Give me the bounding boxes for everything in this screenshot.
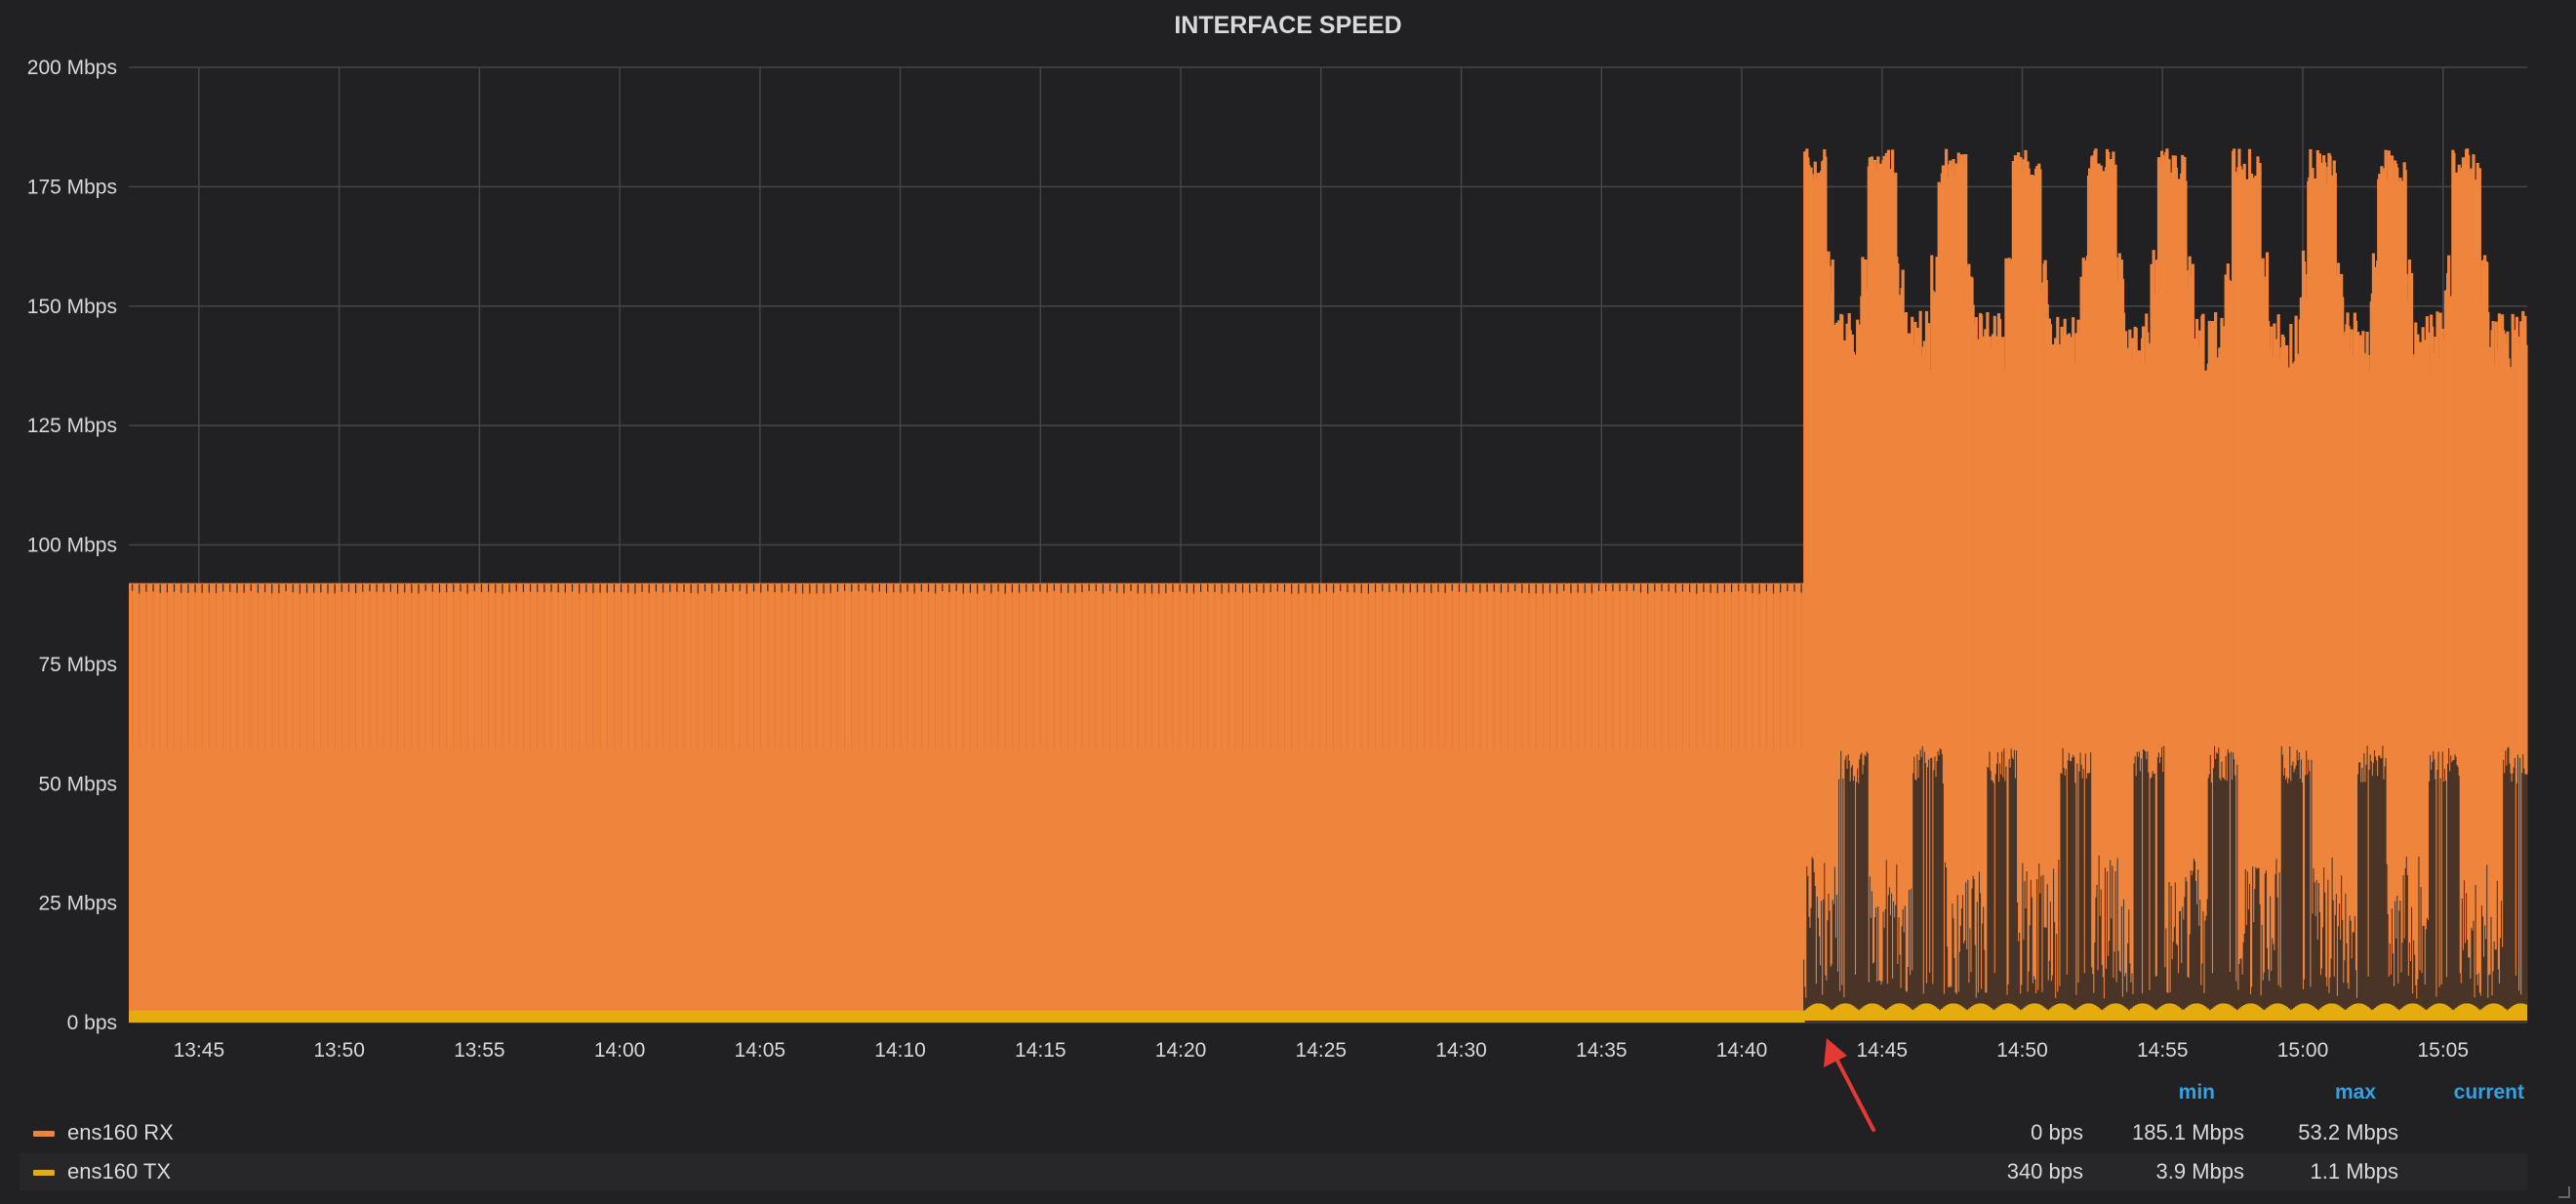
x-axis: 13:45 13:50 13:55 14:00 14:05 14:10 14:15 14:20… — [174, 1039, 2469, 1062]
x-tick-label: 14:15 — [1015, 1039, 1067, 1062]
x-tick-label: 14:00 — [594, 1039, 646, 1062]
x-tick-label: 13:55 — [454, 1039, 505, 1062]
stat-min: 0 bps — [2031, 1120, 2083, 1144]
y-tick-label: 150 Mbps — [27, 296, 117, 318]
y-axis: 0 bps 25 Mbps 50 Mbps 75 Mbps 100 Mbps 125 Mb… — [27, 57, 117, 1034]
series-name[interactable]: ens160 RX — [67, 1120, 174, 1144]
legend-row[interactable]: ens160 RX 0 bps 185.1 Mbps 53.2 Mbps — [20, 1114, 2527, 1151]
y-tick-label: 0 bps — [67, 1012, 117, 1034]
y-tick-label: 125 Mbps — [27, 415, 117, 437]
y-tick-label: 100 Mbps — [27, 535, 117, 557]
series-swatch — [33, 1131, 55, 1137]
panel-resize-handle[interactable] — [2558, 1186, 2570, 1198]
x-tick-label: 13:50 — [313, 1039, 365, 1062]
series-tx — [129, 1003, 2528, 1023]
y-tick-label: 175 Mbps — [27, 176, 117, 198]
x-tick-label: 14:50 — [1996, 1039, 2048, 1062]
y-tick-label: 200 Mbps — [27, 57, 117, 79]
x-tick-label: 14:10 — [874, 1039, 926, 1062]
x-tick-label: 15:05 — [2417, 1039, 2469, 1062]
series-rx-phase2 — [1803, 148, 2528, 1023]
x-tick-label: 14:40 — [1716, 1039, 1768, 1062]
x-tick-label: 14:30 — [1435, 1039, 1487, 1062]
y-tick-label: 50 Mbps — [38, 773, 117, 795]
x-tick-label: 14:45 — [1857, 1039, 1909, 1062]
stat-current: 53.2 Mbps — [2298, 1120, 2398, 1144]
x-tick-label: 14:25 — [1296, 1039, 1348, 1062]
legend-col-min[interactable]: min — [2178, 1081, 2215, 1104]
chart-title: INTERFACE SPEED — [1174, 12, 1402, 39]
stat-max: 185.1 Mbps — [2132, 1120, 2244, 1144]
series-rx-phase1 — [129, 582, 1805, 1023]
x-tick-label: 14:20 — [1155, 1039, 1207, 1062]
x-tick-label: 14:35 — [1576, 1039, 1628, 1062]
x-tick-label: 14:55 — [2137, 1039, 2189, 1062]
series-layer — [129, 148, 2528, 1023]
tx-area — [129, 1010, 1805, 1023]
stat-current: 1.1 Mbps — [2310, 1159, 2399, 1184]
y-tick-label: 25 Mbps — [38, 893, 117, 915]
rx-area — [129, 582, 1805, 1023]
stat-max: 3.9 Mbps — [2155, 1159, 2245, 1184]
series-name[interactable]: ens160 TX — [67, 1159, 172, 1184]
series-swatch — [33, 1170, 55, 1176]
legend-row[interactable]: ens160 TX 340 bps 3.9 Mbps 1.1 Mbps — [20, 1153, 2527, 1190]
x-tick-label: 14:05 — [735, 1039, 786, 1062]
stat-min: 340 bps — [2006, 1159, 2083, 1184]
y-tick-label: 75 Mbps — [38, 654, 117, 676]
x-tick-label: 15:00 — [2277, 1039, 2329, 1062]
legend-col-current[interactable]: current — [2453, 1081, 2524, 1104]
x-tick-label: 13:45 — [174, 1039, 225, 1062]
legend-col-max[interactable]: max — [2334, 1081, 2376, 1104]
